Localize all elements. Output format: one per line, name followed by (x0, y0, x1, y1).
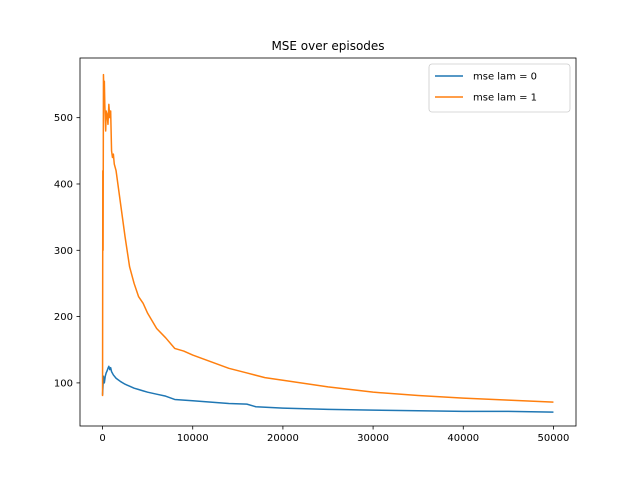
x-tick-label: 10000 (177, 433, 209, 444)
plot-content (101, 73, 554, 413)
y-axis: 100 200 300 400 500 (54, 113, 80, 389)
y-tick-label: 200 (54, 312, 73, 323)
x-tick-label: 0 (99, 433, 105, 444)
x-tick-label: 50000 (538, 433, 570, 444)
legend-label-0: mse lam = 0 (473, 72, 537, 83)
legend-label-1: mse lam = 1 (473, 93, 537, 104)
legend-box (428, 63, 571, 113)
y-tick-label: 400 (54, 179, 73, 190)
x-tick-label: 20000 (267, 433, 299, 444)
series-line-0 (101, 365, 554, 413)
x-tick-label: 30000 (357, 433, 389, 444)
y-tick-label: 100 (54, 378, 73, 389)
x-tick-label: 40000 (447, 433, 479, 444)
y-tick-label: 300 (54, 246, 73, 257)
plot-frame (79, 57, 577, 427)
x-axis: 0 10000 20000 30000 40000 50000 (99, 426, 569, 444)
series-line-1 (101, 73, 554, 403)
chart-title: MSE over episodes (271, 39, 384, 53)
legend: mse lam = 0 mse lam = 1 (428, 63, 571, 113)
y-tick-label: 500 (54, 113, 73, 124)
